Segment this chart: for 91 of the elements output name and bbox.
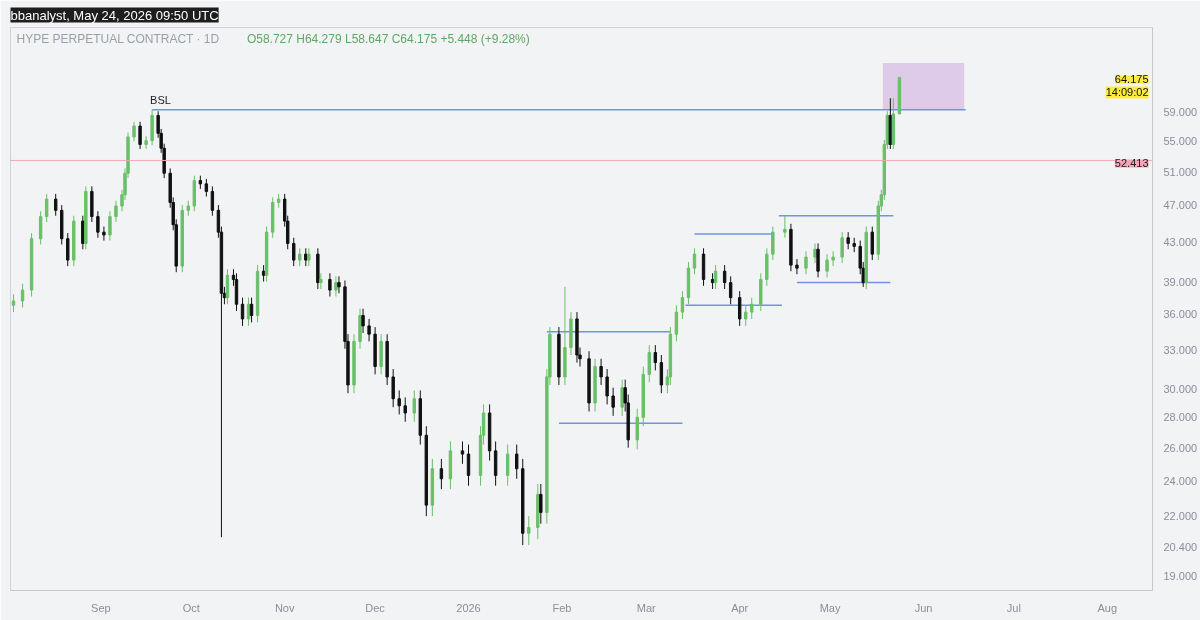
x-tick-label: Sep	[91, 601, 111, 614]
candlestick	[44, 193, 49, 223]
y-tick-label: 33.000	[1163, 344, 1198, 357]
y-tick-label: 39.000	[1163, 275, 1198, 288]
candlestick	[337, 275, 341, 294]
y-tick-label: 36.000	[1163, 308, 1198, 321]
y-tick-label: 30.000	[1163, 383, 1198, 396]
x-tick-label: Jun	[914, 601, 933, 614]
candlestick	[825, 253, 829, 278]
candlestick	[813, 242, 817, 264]
annotation: BSL	[150, 93, 171, 106]
candlestick	[144, 135, 148, 150]
x-tick-label: Mar	[636, 601, 657, 614]
candlestick	[53, 193, 58, 217]
candlestick	[81, 215, 85, 250]
candlestick	[361, 308, 365, 334]
x-tick-label: Aug	[1097, 601, 1118, 614]
x-tick-label: Jul	[1006, 601, 1021, 614]
y-tick-label: 19.000	[1163, 570, 1198, 583]
candlestick	[66, 232, 70, 267]
candlestick	[605, 368, 609, 405]
candlestick	[240, 297, 245, 327]
candlestick	[132, 121, 136, 142]
candlestick	[96, 210, 100, 239]
annotation: 14:09:02	[1105, 86, 1149, 99]
x-tick-label: Feb	[552, 601, 572, 614]
candlestick	[412, 389, 416, 423]
candlestick	[831, 250, 835, 267]
candlestick	[674, 304, 679, 342]
y-tick-label: 51.000	[1163, 165, 1198, 178]
candlestick	[391, 368, 395, 408]
x-tick-label: Oct	[182, 601, 200, 614]
x-tick-label: Apr	[731, 601, 749, 614]
candlestick	[653, 344, 658, 371]
candlestick	[334, 275, 338, 298]
candlestick	[466, 444, 471, 487]
candlestick	[840, 231, 844, 264]
x-tick-label: Dec	[365, 601, 386, 614]
y-tick-label: 28.000	[1163, 411, 1198, 424]
candlestick	[659, 354, 664, 394]
candlestick	[816, 242, 820, 278]
candlestick	[246, 297, 251, 327]
y-tick-label: 22.000	[1163, 510, 1198, 523]
candlestick	[620, 379, 624, 417]
candlestick	[20, 283, 25, 309]
candlestick	[367, 318, 371, 342]
candlestick	[611, 387, 615, 417]
candlestick	[138, 121, 142, 150]
y-tick-label: 55.000	[1163, 134, 1198, 147]
candlestick	[505, 444, 510, 487]
candlestick	[108, 210, 112, 242]
candlestick	[539, 483, 543, 525]
y-tick-label: 43.000	[1163, 235, 1198, 248]
y-tick-label: 59.000	[1163, 105, 1198, 118]
candlestick	[771, 226, 775, 261]
candlestick	[319, 272, 323, 290]
candlestick	[515, 444, 519, 480]
x-tick-label: May	[819, 601, 841, 614]
candlestick	[692, 247, 697, 275]
ref-line-label: 52.413	[1114, 157, 1149, 170]
candlestick	[403, 396, 407, 423]
candlestick	[783, 215, 787, 239]
y-tick-label: 24.000	[1163, 474, 1198, 487]
text: bbanalyst, May 24, 2026 09:50 UTC	[10, 7, 219, 23]
y-tick-label: 26.000	[1163, 441, 1198, 454]
candlestick	[328, 272, 332, 298]
candlestick	[795, 258, 799, 275]
candlestick	[728, 275, 733, 305]
candlestick	[527, 515, 531, 546]
candlestick	[635, 408, 639, 450]
y-tick-label: 47.000	[1163, 199, 1198, 212]
x-tick-label: 2026	[456, 601, 481, 614]
chart-subtitle: O58.727 H64.279 L58.647 C64.175 +5.448 (+9.28%)	[246, 31, 530, 46]
candlestick	[744, 304, 748, 327]
chart-title: HYPE PERPETUAL CONTRACT · 1D	[16, 31, 220, 46]
candlestick	[680, 290, 685, 320]
candlestick	[397, 389, 401, 415]
candlestick	[737, 290, 742, 327]
candlestick	[102, 226, 106, 242]
x-tick-label: Nov	[274, 601, 295, 614]
y-tick-label: 20.400	[1163, 541, 1198, 554]
candlestick	[804, 250, 808, 275]
candlestick	[460, 440, 465, 465]
candlestick	[210, 185, 215, 217]
candlestick	[750, 297, 754, 320]
annotation: 64.175	[1114, 73, 1149, 86]
candlestick	[599, 358, 603, 386]
candlestick	[647, 344, 651, 383]
candlestick	[114, 200, 118, 223]
candlestick	[870, 226, 874, 261]
candlestick	[292, 237, 296, 267]
